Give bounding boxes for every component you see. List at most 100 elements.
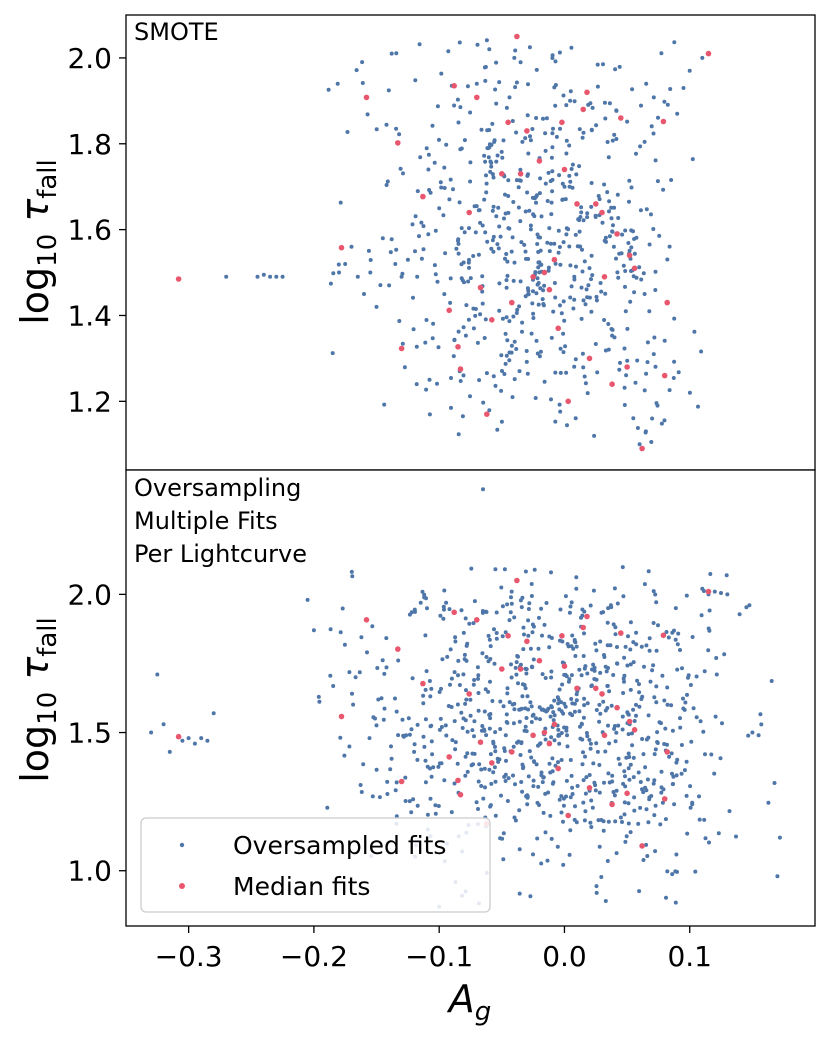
median-fit-point [420,680,426,687]
oversampled-fit-point [536,784,541,789]
median-fit-point [561,663,568,669]
oversampled-fit-point [561,331,566,336]
oversampled-fit-point [577,667,582,672]
oversampled-fit-point [631,416,636,421]
oversampled-fit-point [599,875,604,879]
median-fit-point [530,274,536,280]
oversampled-fit-point [498,699,503,704]
oversampled-fit-point [640,737,645,741]
oversampled-fit-point [411,295,415,300]
oversampled-fit-point [443,251,448,256]
oversampled-fit-point [543,830,548,835]
oversampled-fit-point [465,729,470,734]
oversampled-fit-point [359,635,364,640]
oversampled-fit-point [574,820,579,825]
median-fit-point [626,252,633,259]
oversampled-fit-point [528,646,533,651]
oversampled-fit-point [591,588,596,593]
oversampled-fit-point [361,762,366,767]
oversampled-fit-point [634,713,638,718]
x-tick-label: 0.0 [542,940,587,973]
oversampled-fit-point [518,598,523,603]
oversampled-fit-point [592,433,597,438]
oversampled-fit-point [388,767,393,772]
oversampled-fit-point [620,714,625,719]
oversampled-fit-point [459,226,464,231]
median-fit-point [626,718,633,725]
oversampled-fit-point [615,661,619,666]
oversampled-fit-point [541,116,545,121]
oversampled-fit-point [477,208,482,213]
oversampled-fit-point [678,648,682,652]
oversampled-fit-point [621,691,626,695]
oversampled-fit-point [525,113,530,118]
oversampled-fit-point [643,765,648,770]
median-fit-point [477,284,484,291]
oversampled-fit-point [379,696,384,701]
oversampled-fit-point [410,222,415,227]
oversampled-fit-point [503,733,508,738]
median-fit-point [639,843,645,849]
oversampled-fit-point [603,708,608,713]
oversampled-fit-point [575,784,580,788]
oversampled-fit-point [709,752,714,757]
oversampled-fit-point [557,741,562,746]
oversampled-fit-point [530,301,535,306]
oversampled-fit-point [701,729,706,734]
y-ticks-bottom: 1.0 1.5 2.0 [67,578,126,888]
oversampled-fit-point [654,684,659,689]
oversampled-fit-point [562,318,567,323]
oversampled-fit-point [523,686,528,691]
oversampled-fit-point [515,740,519,745]
oversampled-fit-point [501,857,506,862]
oversampled-fit-point [490,121,495,126]
median-fit-point [601,732,608,739]
oversampled-fit-point [594,298,599,303]
oversampled-fit-point [377,795,382,800]
oversampled-fit-point [689,739,694,744]
median-fit-point [624,364,630,370]
oversampled-fit-point [437,761,442,766]
oversampled-fit-point [423,687,428,692]
oversampled-fit-point [638,208,643,213]
oversampled-fit-point [523,724,528,729]
oversampled-fit-point [358,783,363,787]
oversampled-fit-point [384,665,389,670]
oversampled-fit-point [693,869,698,874]
median-fit-point [455,777,461,784]
oversampled-fit-point [424,387,429,392]
oversampled-fit-point [606,819,611,824]
oversampled-fit-point [491,374,496,379]
oversampled-fit-point [511,773,515,778]
oversampled-fit-point [438,613,443,618]
oversampled-fit-point [581,130,586,135]
oversampled-fit-point [461,716,466,721]
oversampled-fit-point [652,813,657,818]
oversampled-fit-point [550,189,555,194]
oversampled-fit-point [394,51,399,56]
oversampled-fit-point [570,162,575,167]
median-fit-point [546,286,553,293]
oversampled-fit-point [605,683,610,688]
oversampled-fit-point [482,65,487,70]
oversampled-fit-point [537,615,541,620]
oversampled-fit-point [467,257,471,262]
oversampled-fit-point [645,360,650,365]
oversampled-fit-point [472,719,477,724]
oversampled-fit-point [701,589,706,593]
oversampled-fit-point [513,48,518,53]
oversampled-fit-point [662,338,667,343]
oversampled-fit-point [567,244,572,249]
oversampled-fit-point [591,662,596,667]
oversampled-fit-point [351,702,356,707]
oversampled-fit-point [561,819,565,824]
median-fit-point [561,166,568,173]
oversampled-fit-point [662,99,667,104]
oversampled-fit-point [530,630,535,635]
oversampled-fit-point [601,699,606,704]
oversampled-fit-point [549,212,554,217]
oversampled-fit-point [720,721,724,726]
oversampled-fit-point [546,706,551,711]
oversampled-fit-point [587,737,592,742]
oversampled-fit-point [607,689,612,694]
